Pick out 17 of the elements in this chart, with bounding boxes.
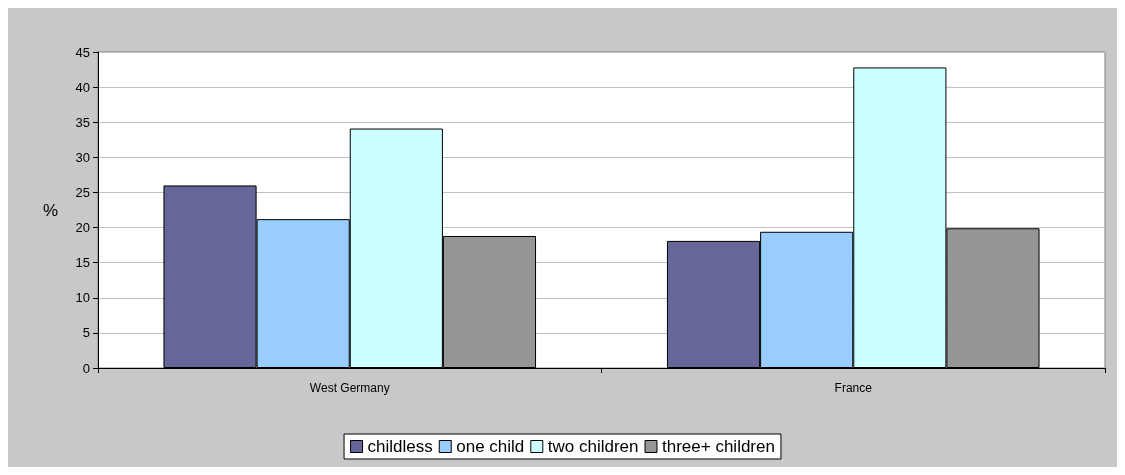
y-tick-label: 35 (75, 114, 90, 130)
y-tick-label: 10 (75, 290, 90, 306)
y-tick-label: 40 (75, 79, 90, 95)
x-tick-label: West Germany (309, 381, 390, 395)
y-tick-label: 5 (82, 325, 90, 341)
y-tick-label: 20 (75, 220, 90, 236)
legend-label: childless (367, 437, 433, 456)
y-tick-label: 25 (75, 184, 90, 200)
y-axis-title: % (42, 200, 58, 220)
legend-label: two children (547, 437, 639, 456)
x-tick-label: France (834, 381, 873, 395)
y-tick-label: 45 (75, 44, 90, 60)
legend-label: one child (456, 437, 525, 456)
y-tick-label: 30 (75, 149, 90, 165)
y-tick-label: 0 (82, 360, 90, 376)
legend-label: three+ children (662, 437, 775, 456)
y-tick-label: 15 (75, 255, 90, 271)
